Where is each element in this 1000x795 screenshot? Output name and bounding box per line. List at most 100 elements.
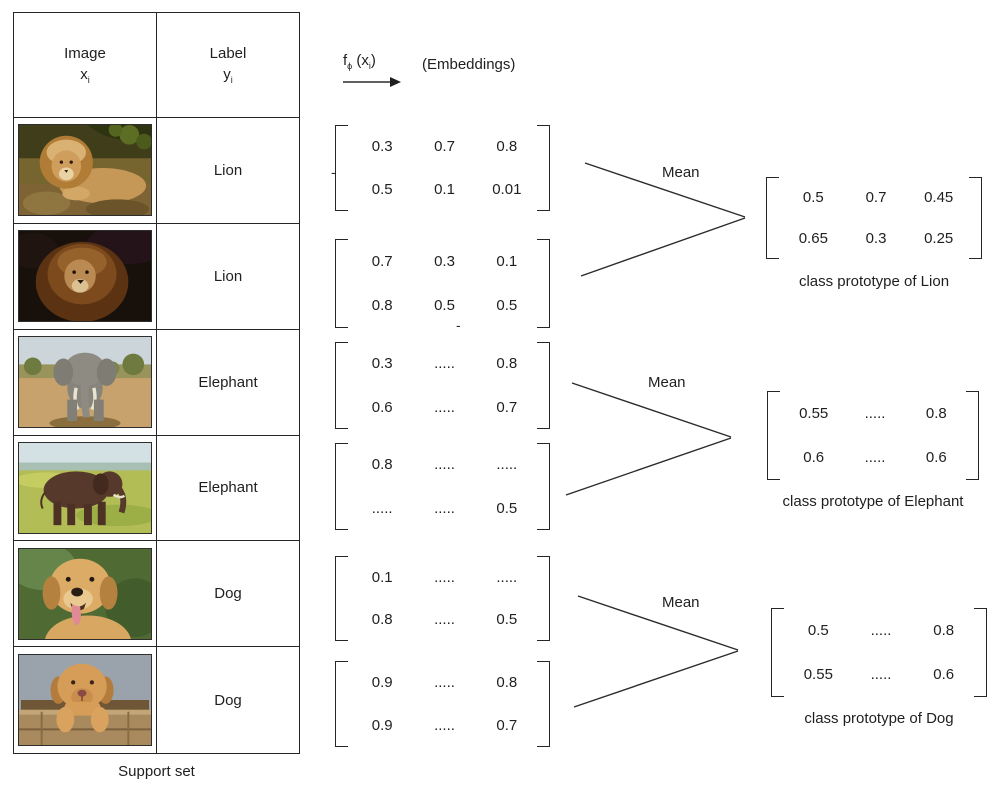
left-bracket	[335, 239, 348, 328]
matrix-value: .....	[434, 355, 455, 373]
matrix-value: 0.8	[371, 297, 393, 315]
left-bracket	[767, 391, 780, 480]
label-cell-row4: Elephant	[157, 436, 299, 542]
matrix-value: .....	[870, 666, 892, 684]
matrix-value: 0.8	[496, 355, 518, 373]
matrix-value: 0.1	[371, 568, 393, 586]
matrix-value: .....	[434, 568, 455, 586]
embedding-matrix-elephant-1: 0.3 ..... 0.8 0.6 ..... 0.7	[335, 342, 550, 429]
right-bracket	[537, 239, 550, 328]
elephant-photo-2	[18, 441, 152, 534]
matrix-value: .....	[434, 499, 455, 517]
matrix-value: .....	[371, 499, 393, 517]
right-bracket	[537, 125, 550, 211]
matrix-value: 0.8	[371, 611, 393, 629]
embedding-matrix-elephant-2: 0.8 ..... ..... ..... ..... 0.5	[335, 443, 550, 530]
matrix-value: 0.45	[924, 189, 954, 206]
embedding-matrix-dog-2: 0.9 ..... 0.8 0.9 ..... 0.7	[335, 661, 550, 747]
matrix-value: .....	[434, 398, 455, 416]
embeddings-label: (Embeddings)	[422, 56, 516, 73]
left-bracket	[335, 661, 348, 747]
image-cell-row3	[14, 329, 157, 436]
image-cell-row5	[14, 541, 157, 648]
matrix-value: 0.9	[371, 717, 393, 734]
label-cell-row1: Lion	[157, 118, 299, 224]
elephant-2-illustration	[19, 442, 151, 533]
matrix-value: 0.3	[371, 138, 393, 155]
matrix-value: 0.8	[496, 674, 518, 691]
matrix-value: .....	[434, 717, 455, 734]
left-bracket	[766, 177, 779, 259]
left-bracket	[335, 443, 348, 530]
arrow-right-icon	[390, 77, 401, 87]
label-cell-row2: Lion	[157, 224, 299, 330]
prototype-matrix-dog: 0.5 ..... 0.8 0.55 ..... 0.6	[771, 608, 987, 697]
matrix-value: 0.6	[371, 398, 393, 416]
matrix-value: 0.5	[434, 297, 455, 315]
col-header-image: Image xi	[14, 13, 157, 118]
matrix-value: 0.1	[434, 181, 455, 198]
matrix-value: 0.5	[496, 499, 518, 517]
label-cell-row6: Dog	[214, 691, 242, 709]
right-bracket	[537, 661, 550, 747]
mean-label-lion: Mean	[662, 164, 700, 181]
matrix-value: 0.55	[803, 666, 833, 684]
prototype-matrix-lion: 0.5 0.7 0.45 0.65 0.3 0.25	[766, 177, 982, 259]
matrix-value: 0.3	[434, 252, 455, 270]
matrix-value: 0.8	[496, 138, 518, 155]
matrix-value: .....	[496, 456, 518, 474]
matrix-value: .....	[864, 404, 886, 422]
dog-photo-1	[18, 547, 152, 640]
image-cell-row6	[14, 647, 157, 753]
matrix-value: 0.7	[434, 138, 455, 155]
matrix-value: 0.1	[496, 252, 518, 270]
image-cell-row4	[14, 435, 157, 542]
matrix-value: 0.8	[933, 621, 955, 639]
matrix-value: 0.3	[371, 355, 393, 373]
embedding-matrix-lion-1: 0.3 0.7 0.8 0.5 0.1 0.01	[335, 125, 550, 211]
col-header-image-var: xi	[80, 65, 90, 85]
embedding-function-label: fϕ (xi)	[343, 52, 376, 71]
col-header-label-var: yi	[223, 65, 233, 85]
matrix-value: 0.6	[803, 449, 825, 467]
right-bracket	[537, 556, 550, 641]
lion-photo-1	[18, 124, 152, 217]
matrix-value: .....	[864, 449, 886, 467]
col-header-label: Label yi	[157, 13, 299, 118]
embedding-matrix-lion-2: 0.7 0.3 0.1 0.8 0.5 0.5	[335, 239, 550, 328]
right-bracket	[966, 391, 979, 480]
prototype-caption-lion: class prototype of Lion	[798, 273, 950, 290]
prototype-caption-elephant: class prototype of Elephant	[782, 493, 964, 510]
elephant-1-illustration	[19, 337, 151, 428]
matrix-value: 0.65	[798, 230, 828, 247]
matrix-value: 0.25	[924, 230, 954, 247]
lion-2-illustration	[19, 231, 151, 322]
right-bracket	[974, 608, 987, 697]
lion-photo-2	[18, 230, 152, 323]
lion-1-illustration	[19, 125, 151, 216]
matrix-value: 0.5	[496, 297, 518, 315]
matrix-value: 0.55	[799, 404, 829, 422]
support-set-table: Image xi Label yi	[13, 12, 300, 754]
matrix-value: 0.7	[865, 189, 887, 206]
dog-1-illustration	[19, 548, 151, 639]
matrix-value: 0.3	[865, 230, 887, 247]
prototype-matrix-elephant: 0.55 ..... 0.8 0.6 ..... 0.6	[767, 391, 979, 480]
right-bracket	[537, 443, 550, 530]
matrix-value: 0.6	[933, 666, 955, 684]
matrix-value: 0.7	[371, 252, 393, 270]
left-bracket	[335, 342, 348, 429]
matrix-value: 0.5	[802, 189, 824, 206]
dog-photo-2	[18, 654, 152, 747]
matrix-value: .....	[870, 621, 892, 639]
col-header-image-title: Image	[64, 45, 106, 63]
matrix-value: .....	[496, 568, 518, 586]
matrix-value: .....	[434, 456, 455, 474]
matrix-value: 0.8	[371, 456, 393, 474]
left-bracket	[771, 608, 784, 697]
image-cell-row2	[14, 223, 157, 330]
scan-artifact-dash-1: -	[331, 164, 336, 180]
embedding-matrix-dog-1: 0.1 ..... ..... 0.8 ..... 0.5	[335, 556, 550, 641]
